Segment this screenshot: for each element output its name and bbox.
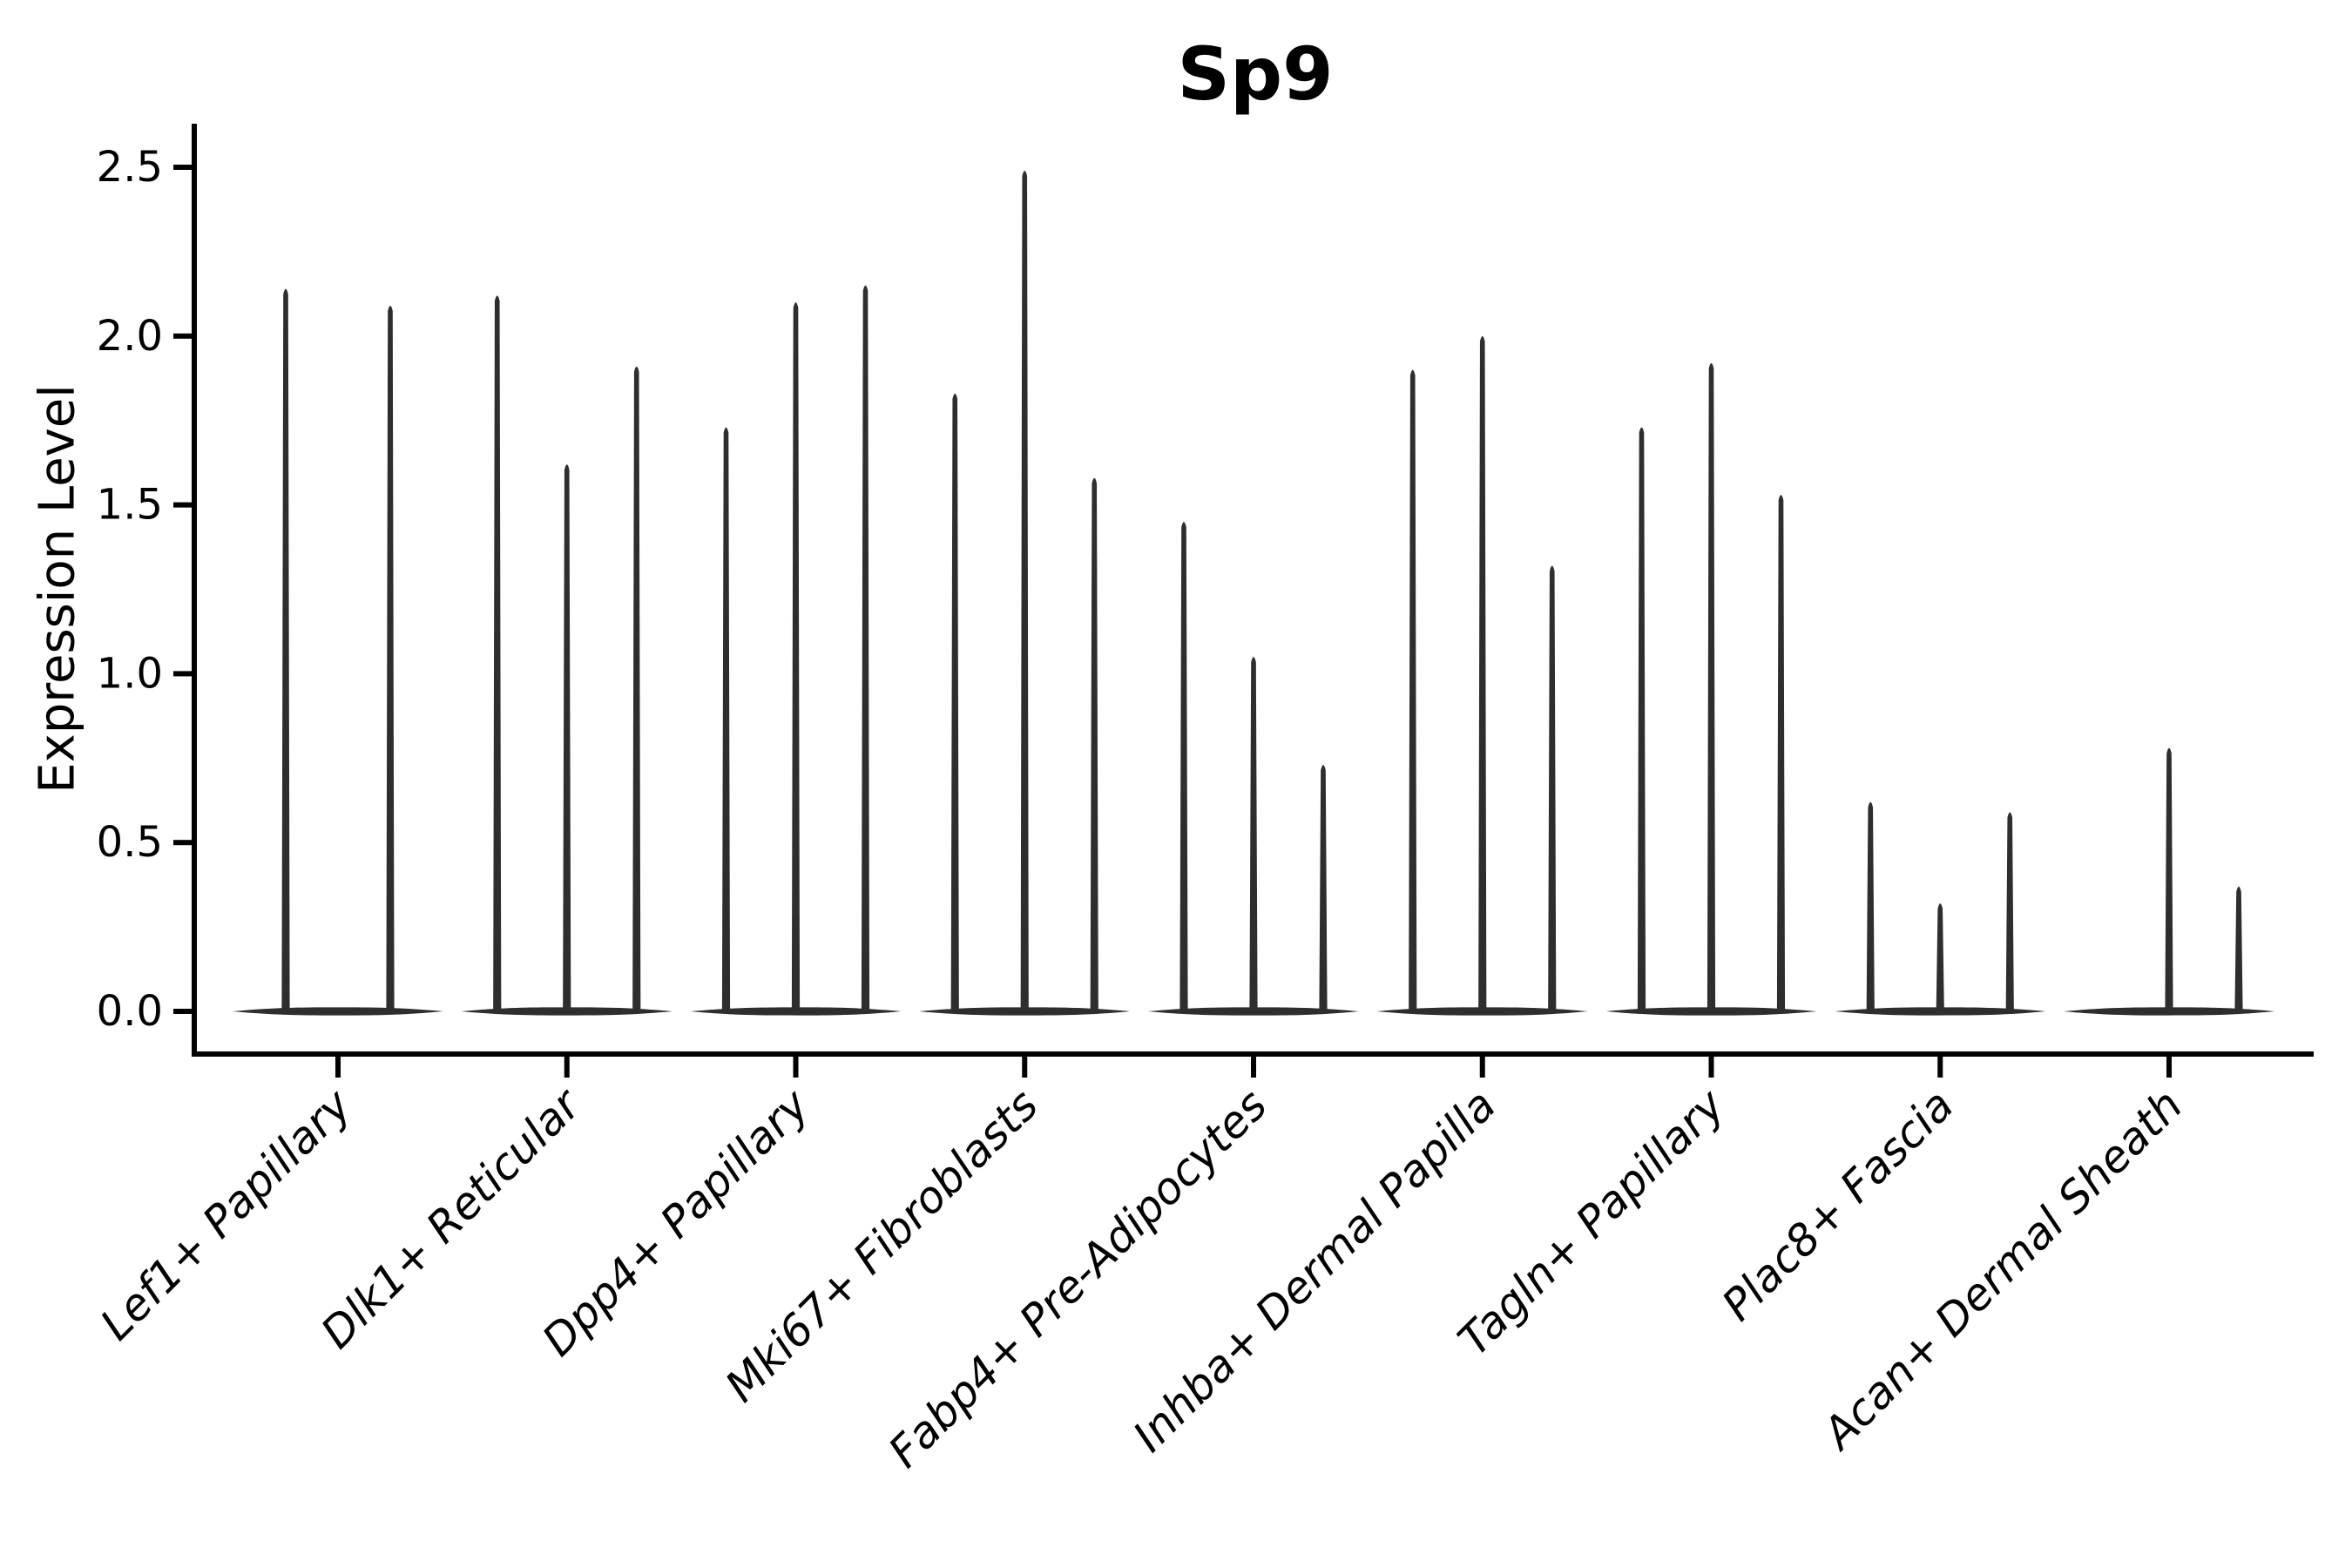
x-tick-mark <box>1479 1057 1485 1078</box>
y-tick-label: 2.0 <box>97 312 163 361</box>
x-tick-label: Plac8+ Fascia <box>1713 1079 1963 1330</box>
violin-spike <box>721 427 731 1011</box>
y-tick-label: 0.5 <box>97 818 163 867</box>
x-tick-mark <box>793 1057 799 1078</box>
violin-spike <box>386 306 395 1011</box>
violin-spike <box>1249 657 1258 1011</box>
y-tick-mark <box>173 333 192 339</box>
violin-group <box>461 295 672 1016</box>
y-tick-label: 2.5 <box>97 143 163 192</box>
violin-group <box>919 171 1131 1016</box>
violin-spike <box>1936 903 1944 1011</box>
violin-spike <box>1409 369 1417 1012</box>
y-tick-label: 0.0 <box>97 987 163 1036</box>
y-tick-mark <box>173 502 192 508</box>
violin-group <box>1605 362 1817 1016</box>
violin-spike <box>1179 522 1188 1011</box>
violin-spike <box>493 295 502 1011</box>
x-tick-mark <box>335 1057 341 1078</box>
x-tick-label: Fabp4+ Pre-Adipocytes <box>879 1079 1277 1477</box>
violin-group <box>2064 747 2274 1016</box>
violin-group <box>1835 801 2046 1016</box>
violin-spike <box>2005 812 2014 1011</box>
y-tick-label: 1.5 <box>97 481 163 530</box>
x-tick-mark <box>1937 1057 1943 1078</box>
y-tick-label: 1.0 <box>97 649 163 698</box>
violin-spike <box>563 464 571 1011</box>
violin-group <box>1376 335 1588 1016</box>
violin-spike <box>1478 335 1487 1011</box>
x-tick-mark <box>2166 1057 2172 1078</box>
violin-group <box>233 288 443 1016</box>
violin-spike <box>1637 427 1646 1011</box>
violin-spike <box>2234 886 2243 1011</box>
violin-spike <box>1319 765 1328 1011</box>
x-tick-label: Acan+ Dermal Sheath <box>1812 1079 2193 1460</box>
violin-spike <box>1776 495 1786 1011</box>
x-tick-label: Inhba+ Dermal Papilla <box>1124 1079 1505 1461</box>
violin-spike <box>632 366 641 1012</box>
violin-base <box>233 1007 443 1016</box>
violin-spike <box>2165 747 2173 1011</box>
violin-group <box>690 285 902 1016</box>
violin-spike <box>861 285 870 1011</box>
violin-spike <box>1707 362 1716 1011</box>
x-axis-spine <box>192 1051 2314 1057</box>
x-tick-mark <box>1251 1057 1256 1078</box>
y-tick-mark <box>173 1009 192 1014</box>
violin-spike <box>1090 477 1098 1011</box>
violin-spike <box>791 302 801 1011</box>
y-axis-spine <box>192 124 197 1057</box>
x-tick-mark <box>1022 1057 1028 1078</box>
y-tick-mark <box>173 165 192 170</box>
violin-spike <box>1548 565 1557 1011</box>
violin-spike <box>1020 171 1029 1011</box>
violin-spike <box>1866 801 1875 1011</box>
violin-spike <box>281 288 290 1011</box>
violin-spike <box>950 393 959 1011</box>
x-tick-mark <box>1708 1057 1714 1078</box>
x-tick-mark <box>564 1057 570 1078</box>
y-tick-mark <box>173 840 192 846</box>
plot-title: Sp9 <box>1177 31 1334 117</box>
violin-group <box>1148 522 1359 1016</box>
y-tick-mark <box>173 671 192 677</box>
x-tick-label: Lef1+ Papillary <box>91 1078 362 1349</box>
